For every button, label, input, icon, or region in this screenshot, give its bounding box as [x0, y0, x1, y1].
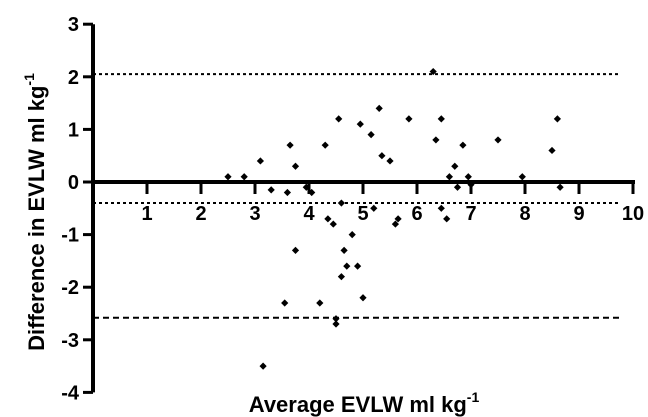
data-point-15 — [324, 215, 332, 223]
data-point-21 — [332, 315, 340, 323]
data-point-43 — [453, 183, 462, 191]
data-point-31 — [378, 152, 386, 160]
data-point-51 — [556, 183, 564, 191]
data-point-17 — [335, 115, 343, 123]
data-point-26 — [356, 120, 364, 128]
y-tick-label-0: 0 — [68, 172, 79, 194]
data-point-47 — [494, 136, 502, 144]
y-axis-title-superscript: -1 — [21, 73, 37, 86]
data-point-8 — [291, 162, 300, 170]
data-point-18 — [337, 199, 345, 207]
data-point-38 — [437, 115, 445, 123]
data-point-7 — [286, 141, 294, 149]
data-point-9 — [291, 246, 300, 254]
data-point-4 — [267, 186, 275, 194]
y-tick-label--4: -4 — [61, 382, 80, 404]
x-tick-label-1: 1 — [141, 203, 152, 225]
reference-lines — [93, 73, 620, 319]
data-point-14 — [321, 141, 329, 149]
y-tick-label-2: 2 — [68, 67, 79, 89]
data-point-24 — [348, 231, 356, 239]
data-point-40 — [443, 215, 451, 223]
y-tick-label--3: -3 — [61, 330, 79, 352]
data-point-48 — [518, 173, 526, 181]
data-point-34 — [394, 215, 402, 223]
data-point-27 — [359, 294, 367, 302]
x-tick-label-4: 4 — [303, 203, 315, 225]
data-point-11 — [302, 183, 310, 191]
data-point-16 — [329, 220, 337, 228]
data-point-3 — [256, 157, 264, 165]
x-axis-title: Average EVLW ml kg-1 — [249, 389, 480, 417]
data-point-29 — [370, 204, 378, 212]
x-tick-label-9: 9 — [573, 203, 584, 225]
x-tick-label-8: 8 — [519, 203, 530, 225]
data-point-28 — [367, 131, 375, 139]
x-tick-label-10: 10 — [622, 203, 644, 225]
x-tick-label-2: 2 — [195, 203, 206, 225]
data-point-25 — [354, 262, 362, 270]
data-point-41 — [445, 173, 453, 181]
data-point-36 — [429, 67, 437, 76]
data-point-30 — [375, 104, 383, 112]
data-point-50 — [553, 115, 561, 123]
y-tick-label--1: -1 — [61, 225, 79, 247]
data-point-10 — [281, 299, 289, 307]
data-point-23 — [343, 262, 351, 270]
data-point-12 — [308, 188, 316, 197]
y-axis-ticks: 3 2 1 0 -1 -2 -3 -4 — [61, 14, 93, 404]
x-axis-title-text: Average EVLW ml kg — [249, 392, 467, 417]
y-tick-label-1: 1 — [68, 119, 79, 141]
data-point-22 — [332, 320, 340, 328]
y-tick-label-3: 3 — [68, 14, 79, 36]
data-point-5 — [259, 362, 267, 370]
data-point-33 — [391, 220, 399, 228]
data-point-45 — [464, 173, 472, 181]
data-point-2 — [240, 173, 248, 181]
data-point-46 — [467, 181, 475, 189]
data-point-44 — [459, 141, 467, 149]
data-point-37 — [432, 136, 440, 144]
x-axis-title-superscript: -1 — [467, 389, 480, 405]
data-point-20 — [337, 273, 345, 281]
data-point-19 — [340, 246, 348, 254]
x-tick-label-6: 6 — [411, 203, 422, 225]
x-tick-label-5: 5 — [357, 203, 368, 225]
data-point-39 — [437, 204, 445, 212]
data-point-13 — [316, 299, 324, 307]
data-point-1 — [224, 173, 232, 181]
y-axis-title: Difference in EVLW ml kg-1 — [21, 73, 49, 351]
y-axis-title-text: Difference in EVLW ml kg — [24, 86, 49, 351]
data-point-49 — [548, 146, 556, 155]
data-point-35 — [405, 115, 413, 123]
data-point-42 — [451, 162, 459, 170]
x-tick-label-7: 7 — [465, 203, 476, 225]
y-tick-label--2: -2 — [61, 277, 79, 299]
x-tick-label-3: 3 — [249, 203, 260, 225]
data-points — [224, 67, 564, 370]
data-point-32 — [386, 157, 394, 165]
data-point-6 — [283, 188, 291, 197]
